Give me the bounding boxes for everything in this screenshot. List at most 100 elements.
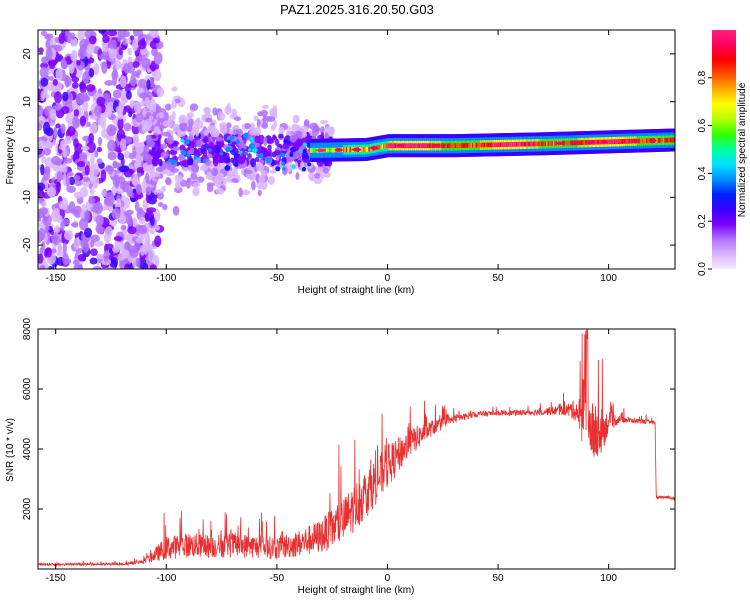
spectrogram-cell (82, 71, 90, 84)
spectrogram-cell (345, 147, 349, 153)
spectrogram-cell (104, 225, 113, 238)
spectrogram-cell (38, 228, 46, 241)
spectrogram-cell (165, 176, 172, 186)
spectrogram-cell (600, 140, 608, 144)
spectrogram-cell (377, 144, 381, 150)
spectrogram-cell (367, 146, 370, 152)
spectrogram-cell (154, 141, 161, 151)
spectrogram-cell (551, 141, 554, 146)
spectrogram-x-tick-label: 100 (600, 273, 617, 284)
spectrogram-cell (663, 137, 666, 143)
spectrogram-cell (542, 141, 545, 147)
spectrogram-cell (310, 148, 313, 153)
spectrogram-cell (523, 141, 527, 147)
spectrogram-cell (149, 77, 155, 88)
spectrogram-cell (90, 248, 98, 257)
spectrogram-cell (84, 165, 90, 176)
spectrogram-cell (490, 142, 493, 148)
spectrogram-cell (135, 257, 141, 268)
colorbar-tick-label: 0.0 (697, 262, 708, 276)
spectrogram-cell (533, 141, 536, 147)
spectrogram-cell (88, 197, 96, 204)
spectrogram-cell (139, 244, 146, 256)
spectrogram-cell (127, 214, 133, 227)
spectrogram-cell (144, 232, 150, 244)
spectrogram-cell (172, 123, 180, 133)
spectrogram-cell (124, 263, 131, 269)
spectrogram-cell (152, 156, 158, 167)
spectrogram-cell (119, 206, 127, 212)
spectrogram-cell (196, 120, 204, 129)
spectrogram-cell (145, 172, 150, 182)
spectrogram-cell (50, 233, 58, 243)
spectrogram-cell (112, 89, 122, 99)
spectrogram-cell (226, 122, 232, 129)
spectrogram-cell (210, 127, 219, 138)
snr-y-tick-label: 6000 (22, 377, 33, 400)
spectrogram-cell (292, 114, 300, 124)
spectrogram-cell (102, 43, 109, 53)
spectrogram-cell (51, 155, 61, 165)
spectrogram-cell (621, 139, 625, 144)
spectrogram-cell (505, 142, 508, 147)
spectrogram-cell (146, 105, 152, 110)
spectrogram-cell (270, 124, 276, 131)
spectrogram-cell (82, 101, 89, 112)
spectrogram-cell (104, 195, 115, 207)
spectrogram-cell (540, 141, 544, 147)
spectrogram-cell (582, 140, 585, 146)
spectrogram-cell (360, 147, 363, 152)
spectrogram-cell (126, 186, 133, 198)
spectrogram-cell (82, 241, 90, 253)
spectrogram-cell (550, 141, 553, 146)
spectrogram-cell (257, 152, 264, 159)
spectrogram-cell (153, 208, 161, 222)
spectrogram-cell (254, 135, 260, 143)
spectrogram-cell (471, 142, 475, 148)
spectrogram-cell (660, 137, 663, 143)
spectrogram-cell (58, 200, 65, 210)
spectrogram-cell (47, 81, 55, 92)
spectrogram-cell (283, 135, 292, 145)
spectrogram-cell (215, 187, 225, 195)
spectrogram-cell (247, 153, 252, 159)
spectrogram-cell (101, 189, 107, 197)
spectrogram-cell (175, 182, 181, 191)
spectrogram-cell (63, 229, 74, 241)
spectrogram-cell (348, 147, 351, 153)
spectrogram-cell (115, 105, 123, 115)
spectrogram-cell (145, 134, 152, 143)
spectrogram-cell (102, 34, 110, 44)
snr-y-tick-label: 8000 (22, 317, 33, 340)
spectrogram-cell (281, 161, 286, 166)
spectrogram-cell (497, 142, 500, 148)
spectrogram-cell (123, 122, 132, 132)
spectrogram-cell (140, 100, 145, 107)
spectrogram-cell (363, 147, 366, 152)
spectrogram-cell (80, 145, 90, 151)
spectrogram-marks (38, 30, 675, 269)
spectrogram-cell (300, 137, 308, 144)
spectrogram-cell (498, 142, 501, 148)
spectrogram-cell (111, 208, 121, 220)
colorbar-tick-label: 0.4 (697, 166, 708, 180)
spectrogram-cell (440, 143, 443, 149)
spectrogram-cell (644, 138, 647, 144)
spectrogram-cell (62, 218, 70, 226)
spectrogram-cell (320, 173, 325, 179)
spectrogram-x-ticks: -150 -100 -50 0 50 100 (46, 30, 617, 284)
snr-panel: -150 -100 -50 0 50 100 2000 4000 6000 8000 Heigh… (5, 317, 676, 596)
spectrogram-cell (150, 60, 157, 72)
spectrogram-cell (149, 264, 157, 269)
spectrogram-cell (40, 77, 49, 87)
spectrogram-cell (566, 140, 569, 146)
spectrogram-cell (157, 191, 164, 200)
spectrogram-cell (60, 106, 70, 115)
spectrogram-cell (665, 137, 669, 143)
spectrogram-cell (57, 242, 62, 255)
spectrogram-cell (608, 139, 612, 145)
spectrogram-cell (42, 213, 52, 227)
spectrogram-cell (178, 114, 188, 125)
spectrogram-cell (510, 142, 513, 147)
spectrogram-cell (186, 154, 190, 158)
